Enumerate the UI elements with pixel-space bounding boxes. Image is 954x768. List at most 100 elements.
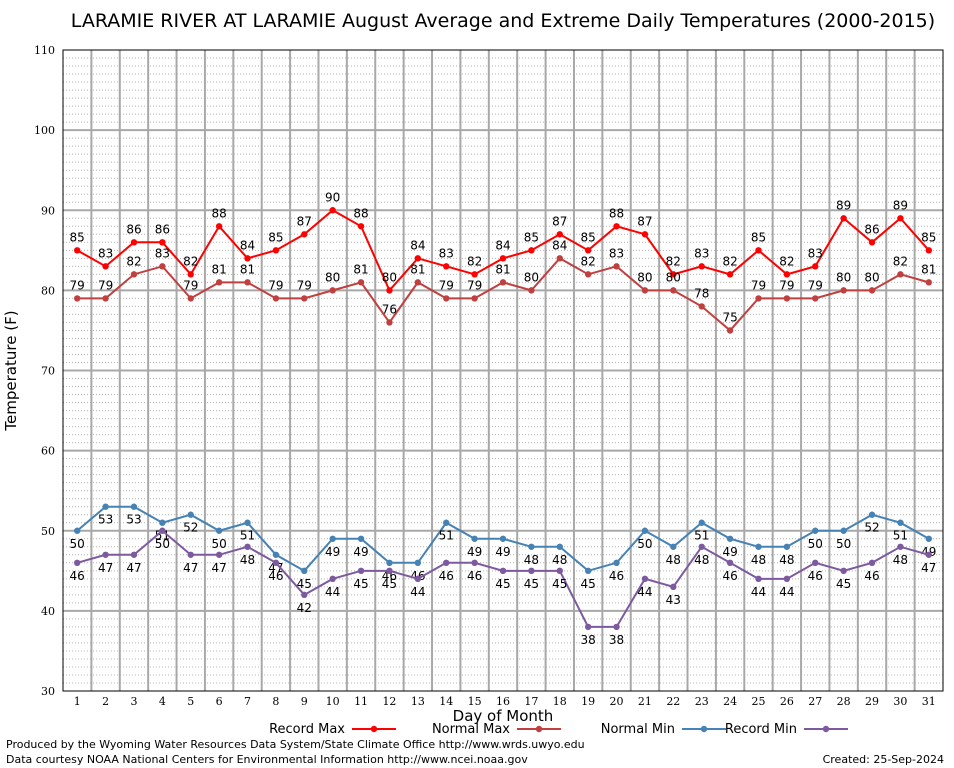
data-point xyxy=(840,567,847,575)
data-label: 45 xyxy=(495,577,510,591)
data-label: 86 xyxy=(155,222,170,236)
data-point xyxy=(329,535,336,542)
y-tick-label: 100 xyxy=(34,124,55,137)
x-tick-label: 8 xyxy=(272,695,279,708)
data-point xyxy=(755,543,762,550)
legend-label: Record Max xyxy=(269,722,345,737)
data-point xyxy=(357,567,365,575)
data-label: 82 xyxy=(722,254,737,268)
data-label: 80 xyxy=(382,270,397,284)
data-label: 88 xyxy=(211,206,226,220)
data-point xyxy=(641,231,649,238)
data-point xyxy=(244,519,251,526)
data-point xyxy=(726,559,734,566)
data-label: 82 xyxy=(126,254,141,268)
data-point xyxy=(244,543,251,550)
plot-frame xyxy=(62,49,944,692)
data-point xyxy=(528,567,535,575)
data-point xyxy=(925,551,933,558)
data-label: 47 xyxy=(98,561,113,575)
legend-label: Record Min xyxy=(725,722,797,737)
data-label: 82 xyxy=(893,254,908,268)
data-point xyxy=(414,255,422,262)
data-label: 48 xyxy=(524,553,539,567)
x-tick-label: 6 xyxy=(216,695,223,708)
data-point xyxy=(897,543,904,550)
data-point xyxy=(613,263,620,270)
data-point xyxy=(102,551,109,558)
data-label: 89 xyxy=(893,198,908,212)
data-label: 79 xyxy=(439,278,454,292)
x-tick-label: 7 xyxy=(244,695,251,708)
x-tick-label: 29 xyxy=(865,695,879,708)
data-label: 53 xyxy=(98,513,113,527)
data-label: 45 xyxy=(524,577,539,591)
data-point xyxy=(783,271,791,278)
data-label: 46 xyxy=(722,569,737,583)
data-label: 87 xyxy=(637,214,652,228)
data-label: 44 xyxy=(410,585,425,599)
data-label: 48 xyxy=(893,553,908,567)
data-point xyxy=(329,287,336,294)
y-axis-label: Temperature (F) xyxy=(2,310,20,431)
data-label: 53 xyxy=(126,513,141,527)
data-label: 44 xyxy=(637,585,652,599)
data-label: 85 xyxy=(524,230,539,244)
data-label: 82 xyxy=(666,254,681,268)
data-label: 47 xyxy=(268,561,283,575)
data-point xyxy=(812,527,819,534)
data-point xyxy=(471,559,478,566)
data-label: 79 xyxy=(268,278,283,292)
data-label: 80 xyxy=(325,270,340,284)
data-label: 51 xyxy=(694,529,709,543)
data-label: 46 xyxy=(467,569,482,583)
x-tick-label: 31 xyxy=(922,695,936,708)
data-label: 81 xyxy=(240,262,255,276)
legend-label: Normal Max xyxy=(432,722,510,737)
x-tick-label: 16 xyxy=(496,695,510,708)
data-point xyxy=(244,255,251,262)
y-tick-label: 70 xyxy=(41,365,55,378)
data-label: 48 xyxy=(779,553,794,567)
data-label: 87 xyxy=(552,214,567,228)
data-point xyxy=(641,527,649,534)
data-point xyxy=(641,575,649,583)
data-point xyxy=(272,559,280,566)
x-tick-label: 25 xyxy=(751,695,765,708)
data-label: 49 xyxy=(722,545,737,559)
grid xyxy=(63,50,943,691)
data-point xyxy=(868,287,876,294)
x-tick-label: 4 xyxy=(159,695,166,708)
data-point xyxy=(130,551,138,558)
data-label: 51 xyxy=(240,529,255,543)
data-label: 82 xyxy=(183,254,198,268)
x-tick-label: 18 xyxy=(553,695,567,708)
footer-produced-by: Produced by the Wyoming Water Resources … xyxy=(6,738,585,751)
data-point xyxy=(414,279,422,286)
data-point xyxy=(726,271,734,278)
y-tick-label: 40 xyxy=(41,605,55,618)
data-point xyxy=(840,527,847,534)
data-point xyxy=(755,575,762,583)
data-point xyxy=(584,247,592,254)
data-point xyxy=(613,559,620,566)
x-tick-label: 1 xyxy=(74,695,81,708)
legend-marker xyxy=(535,725,543,733)
data-label: 50 xyxy=(211,537,226,551)
data-label: 51 xyxy=(893,529,908,543)
data-label: 82 xyxy=(467,254,482,268)
data-point xyxy=(443,295,450,302)
y-tick-label: 60 xyxy=(41,445,55,458)
data-label: 79 xyxy=(779,278,794,292)
data-point xyxy=(925,247,933,254)
data-label: 85 xyxy=(581,230,596,244)
data-label: 85 xyxy=(751,230,766,244)
data-point xyxy=(73,559,81,566)
data-label: 46 xyxy=(864,569,879,583)
data-point xyxy=(726,327,734,334)
data-point xyxy=(584,623,592,631)
data-label: 88 xyxy=(353,206,368,220)
data-point xyxy=(443,519,450,526)
data-label: 38 xyxy=(609,633,624,647)
data-label: 83 xyxy=(439,246,454,260)
